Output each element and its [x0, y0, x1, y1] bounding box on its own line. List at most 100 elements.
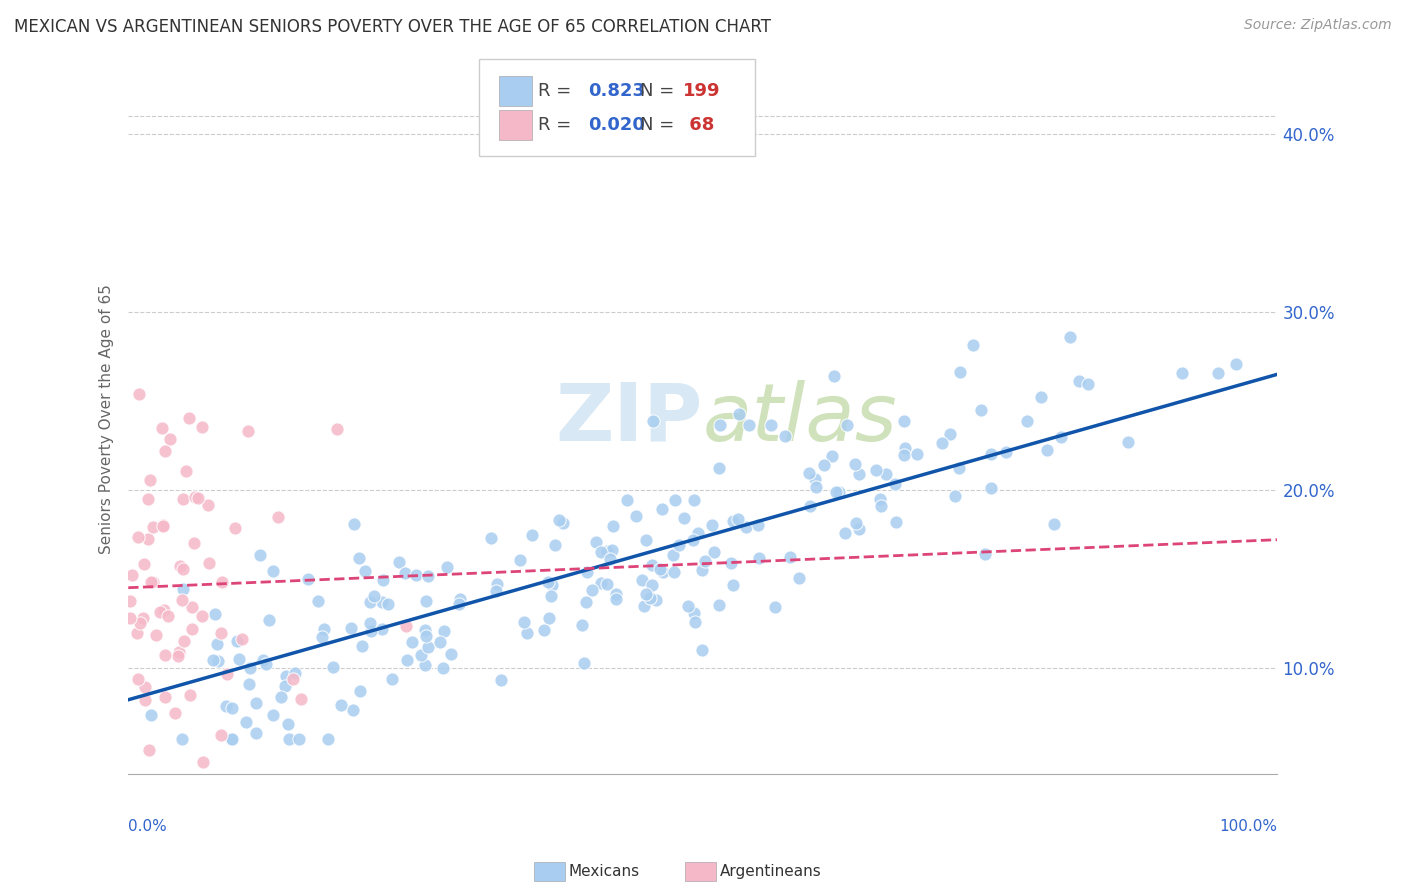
Point — [187, 491, 209, 505]
Point — [848, 522, 870, 536]
Point — [835, 417, 858, 432]
Point — [636, 533, 658, 547]
Point — [172, 731, 194, 746]
Point — [307, 594, 329, 608]
Point — [825, 484, 848, 499]
Point — [159, 432, 181, 446]
Point — [533, 624, 555, 638]
Point — [727, 408, 749, 422]
Point — [330, 698, 353, 713]
Point — [141, 708, 163, 723]
Point — [143, 803, 166, 817]
Point — [544, 538, 567, 552]
Point — [152, 519, 174, 533]
Point — [284, 665, 307, 680]
Point — [1015, 414, 1038, 428]
Point — [413, 658, 436, 673]
FancyBboxPatch shape — [499, 110, 531, 140]
FancyBboxPatch shape — [499, 76, 531, 106]
Point — [1225, 357, 1247, 371]
Point — [136, 533, 159, 547]
Text: atlas: atlas — [703, 380, 897, 458]
Point — [1170, 366, 1192, 380]
Point — [668, 538, 690, 552]
Point — [132, 557, 155, 571]
Point — [673, 510, 696, 524]
Point — [145, 627, 167, 641]
Point — [134, 693, 156, 707]
Point — [683, 493, 706, 508]
Point — [347, 551, 370, 566]
Point — [484, 584, 506, 599]
Point — [254, 657, 277, 672]
Point — [314, 622, 336, 636]
Point — [884, 515, 907, 529]
Point — [848, 467, 870, 481]
Point — [174, 464, 197, 478]
Point — [624, 508, 647, 523]
Point — [931, 435, 953, 450]
Point — [489, 673, 512, 687]
Point — [875, 467, 897, 482]
Point — [652, 565, 675, 579]
Point — [353, 803, 375, 817]
Point — [221, 701, 243, 715]
Text: Source: ZipAtlas.com: Source: ZipAtlas.com — [1244, 18, 1392, 32]
Point — [690, 563, 713, 577]
Point — [727, 512, 749, 526]
Point — [703, 545, 725, 559]
Point — [181, 599, 204, 614]
Point — [120, 781, 142, 796]
Point — [1031, 390, 1053, 404]
Point — [202, 652, 225, 666]
Point — [537, 574, 560, 589]
Point — [415, 593, 437, 607]
Point — [204, 607, 226, 621]
Point — [1116, 435, 1139, 450]
Point — [118, 803, 141, 817]
Point — [343, 516, 366, 531]
Point — [616, 493, 638, 508]
Point — [239, 661, 262, 675]
Point — [720, 556, 742, 570]
Point — [551, 516, 574, 530]
Point — [277, 731, 299, 746]
Point — [1208, 366, 1230, 380]
Point — [634, 587, 657, 601]
Point — [179, 688, 201, 702]
Point — [415, 628, 437, 642]
Point — [581, 582, 603, 597]
Point — [844, 457, 866, 471]
Point — [127, 672, 149, 686]
Point — [257, 614, 280, 628]
Text: 0.823: 0.823 — [588, 82, 645, 100]
Point — [591, 545, 613, 559]
Point — [396, 653, 419, 667]
Point — [575, 595, 598, 609]
Point — [197, 498, 219, 512]
Point — [638, 591, 661, 605]
Point — [267, 510, 290, 524]
Point — [209, 625, 232, 640]
Point — [204, 787, 226, 801]
Point — [865, 463, 887, 477]
Point — [150, 421, 173, 435]
Point — [429, 635, 451, 649]
Point — [371, 595, 394, 609]
Point — [596, 577, 619, 591]
Point — [134, 680, 156, 694]
Point — [125, 626, 148, 640]
Point — [662, 566, 685, 580]
Text: R =: R = — [538, 116, 578, 134]
Point — [537, 610, 560, 624]
Point — [350, 640, 373, 654]
Point — [436, 560, 458, 574]
Point — [129, 615, 152, 630]
Point — [172, 561, 194, 575]
Point — [297, 572, 319, 586]
Point — [311, 630, 333, 644]
Point — [804, 472, 827, 486]
Text: N =: N = — [640, 82, 679, 100]
Point — [167, 645, 190, 659]
Point — [520, 528, 543, 542]
